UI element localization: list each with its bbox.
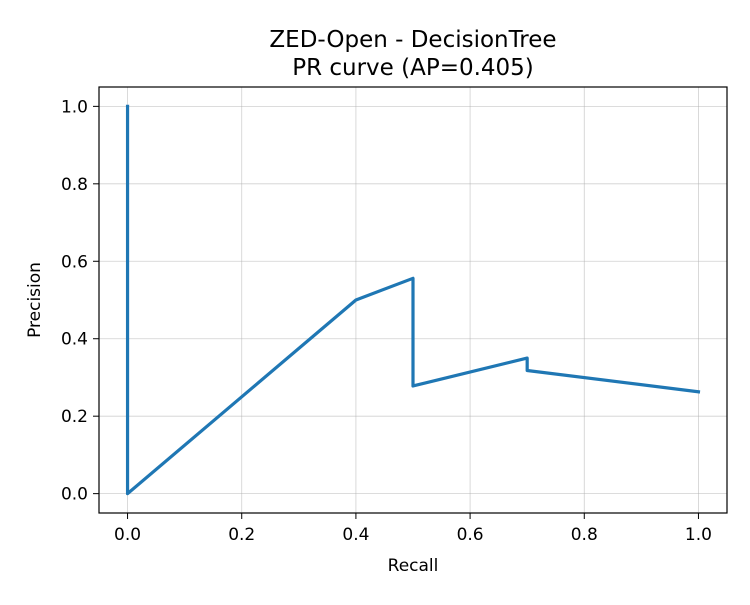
- x-tick-label: 0.4: [342, 525, 369, 545]
- x-axis-label: Recall: [388, 556, 439, 576]
- x-tick-label: 0.2: [228, 525, 255, 545]
- y-tick-label: 0.4: [61, 330, 88, 350]
- x-axis-ticks: 0.0 0.2 0.4 0.6 0.8 1.0: [114, 513, 712, 545]
- x-tick-label: 0.8: [571, 525, 598, 545]
- pr-curve-line: [125, 104, 701, 496]
- y-axis-ticks: 0.0 0.2 0.4 0.6 0.8 1.0: [61, 97, 99, 505]
- plot-area-frame: [98, 86, 728, 514]
- y-tick-label: 0.2: [61, 407, 88, 427]
- x-tick-label: 0.6: [457, 525, 484, 545]
- y-tick-label: 0.0: [61, 485, 88, 505]
- x-tick-label: 1.0: [685, 525, 712, 545]
- y-tick-label: 1.0: [61, 97, 88, 117]
- y-tick-label: 0.8: [61, 175, 88, 195]
- y-tick-label: 0.6: [61, 252, 88, 272]
- y-axis-label: Precision: [25, 262, 45, 338]
- x-tick-label: 0.0: [114, 525, 141, 545]
- series-layer: [125, 104, 701, 496]
- chart-subtitle: PR curve (AP=0.405): [292, 55, 534, 81]
- chart-title: ZED-Open - DecisionTree: [269, 27, 556, 53]
